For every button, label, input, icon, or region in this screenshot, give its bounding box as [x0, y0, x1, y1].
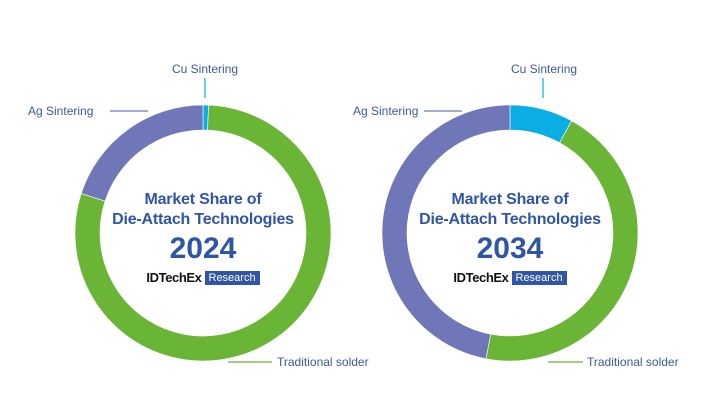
chart-title-line2: Die-Attach Technologies	[419, 211, 601, 228]
traditional-solder-label-2024: Traditional solder	[277, 355, 369, 369]
chart-title-line1: Market Share of	[144, 191, 262, 208]
logo-tag: Research	[204, 270, 260, 285]
traditional-solder-slice-2024	[74, 104, 332, 362]
chart-year: 2034	[476, 232, 544, 265]
ag-sintering-slice-2024	[80, 104, 204, 202]
logo-brand: IDTechEx	[453, 270, 509, 285]
chart-year: 2024	[169, 232, 237, 265]
ag-sintering-label-2024: Ag Sintering	[28, 104, 94, 118]
chart-title-line1: Market Share of	[451, 191, 569, 208]
logo-tag: Research	[511, 270, 567, 285]
idtechex-logo: IDTechEx Research	[453, 270, 567, 285]
traditional-solder-slice-2034	[485, 120, 639, 362]
traditional-solder-label-2034: Traditional solder	[587, 355, 679, 369]
center-label-2034: Market Share of Die-Attach Technologies …	[405, 190, 615, 287]
cu-sintering-label-2034: Cu Sintering	[511, 62, 578, 76]
ag-sintering-label-2034: Ag Sintering	[353, 104, 419, 118]
donut-2024	[74, 104, 332, 362]
ag-sintering-slice-2034	[381, 104, 511, 360]
donut-2034	[381, 104, 639, 362]
idtechex-logo: IDTechEx Research	[146, 270, 260, 285]
cu-sintering-label-2024: Cu Sintering	[172, 62, 239, 76]
chart-title-line2: Die-Attach Technologies	[112, 211, 294, 228]
center-label-2024: Market Share of Die-Attach Technologies …	[98, 190, 308, 287]
logo-brand: IDTechEx	[146, 270, 202, 285]
